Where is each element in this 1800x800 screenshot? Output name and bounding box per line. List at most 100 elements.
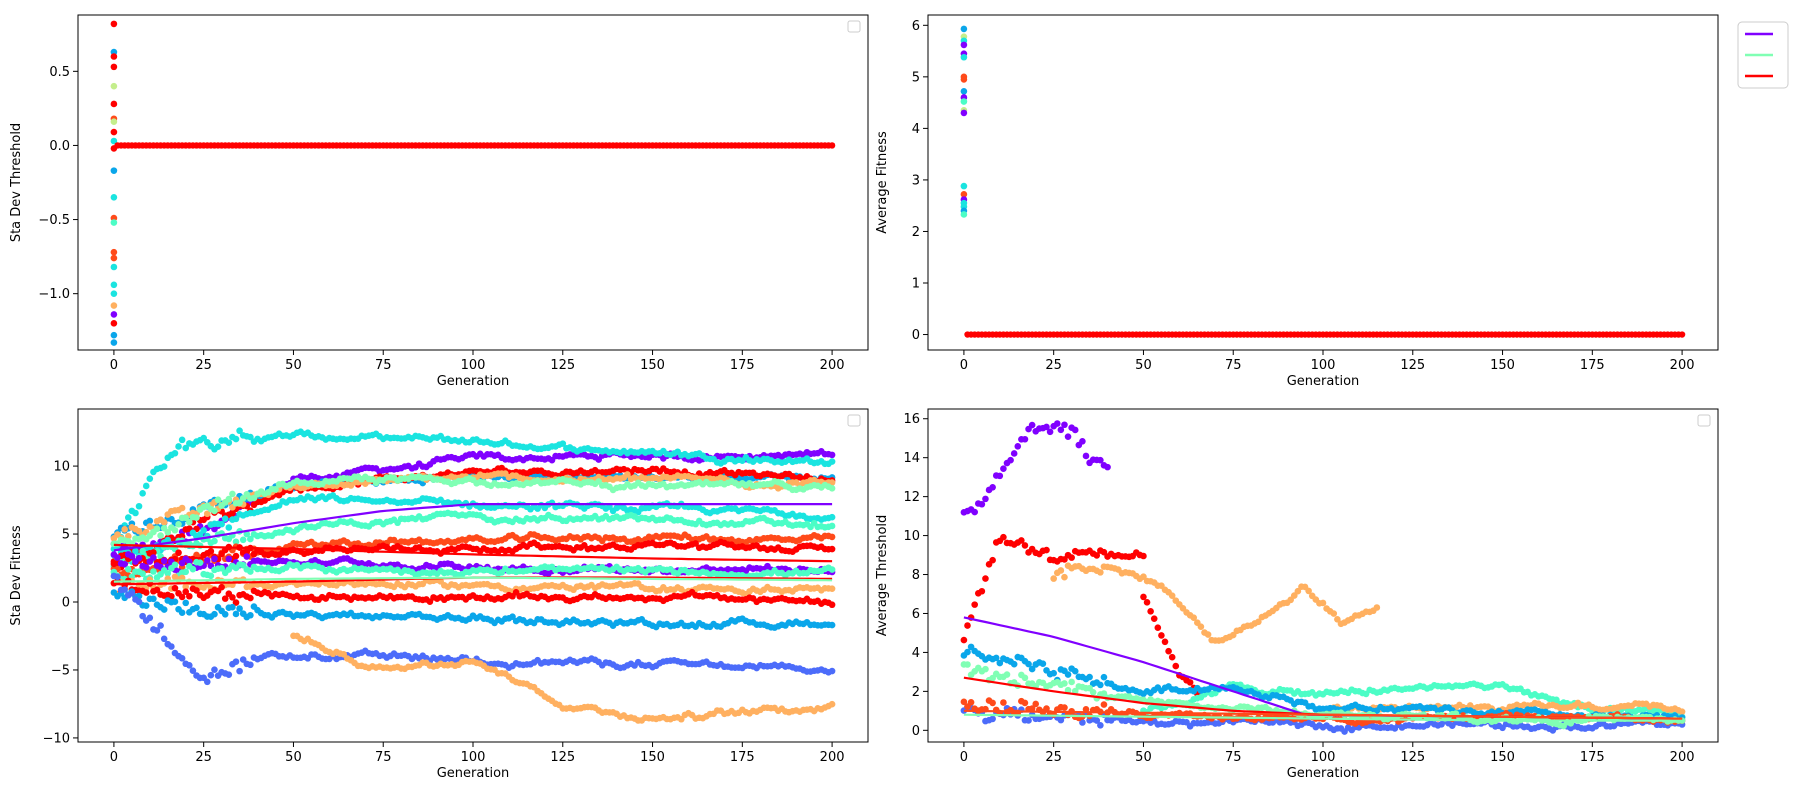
data-point [186, 662, 193, 669]
data-point [207, 572, 215, 580]
data-point [160, 519, 168, 526]
data-point [229, 594, 236, 601]
trend-line-4 [113, 576, 833, 583]
data-point [692, 540, 699, 547]
data-point [1373, 604, 1381, 611]
series-17 [290, 632, 836, 724]
data-point [1079, 719, 1086, 726]
data-point [121, 525, 128, 533]
y-tick-label: 6 [912, 19, 920, 34]
data-point [1168, 653, 1176, 661]
data-point [211, 610, 218, 618]
data-point [110, 219, 118, 226]
data-point [1104, 463, 1111, 471]
x-tick-label: 125 [550, 750, 575, 765]
data-point [247, 433, 254, 441]
data-point [247, 661, 254, 669]
data-point [124, 566, 132, 573]
trend-line-2 [113, 543, 833, 563]
data-point [221, 515, 229, 522]
data-point [1150, 615, 1158, 622]
series-12 [110, 558, 836, 583]
data-point [1190, 614, 1198, 622]
series-15 [110, 588, 836, 631]
data-point [110, 331, 118, 339]
data-point [121, 586, 128, 593]
data-point [142, 602, 150, 610]
data-point [1043, 423, 1050, 431]
x-axis-label: Generation [437, 374, 510, 389]
series-14 [110, 577, 836, 609]
x-tick-label: 50 [1135, 358, 1152, 373]
data-point [1007, 456, 1014, 464]
data-point [828, 451, 836, 459]
data-point [110, 281, 118, 289]
data-point [132, 547, 139, 555]
data-point [110, 128, 118, 136]
data-point [171, 449, 179, 457]
y-tick-label: 5 [912, 70, 920, 85]
data-point [110, 254, 118, 262]
data-point [1010, 660, 1018, 668]
series-2 [960, 533, 1147, 644]
data-point [1161, 638, 1169, 646]
data-point [989, 715, 996, 723]
x-tick-label: 0 [110, 358, 118, 373]
x-tick-label: 0 [110, 750, 118, 765]
data-point [978, 587, 986, 595]
series-1 [960, 420, 1111, 516]
x-axis-label: Generation [1287, 374, 1360, 389]
data-point [128, 589, 136, 597]
data-point [203, 557, 211, 564]
data-point [996, 659, 1004, 667]
data-point [247, 611, 254, 619]
x-tick-label: 75 [1225, 358, 1242, 373]
x-tick-label: 100 [1311, 358, 1336, 373]
data-point [1000, 699, 1007, 706]
data-point [189, 667, 197, 675]
data-point [1043, 546, 1050, 554]
data-point [146, 614, 154, 622]
data-point [559, 440, 567, 447]
x-tick-label: 200 [820, 750, 845, 765]
plot-area [110, 20, 836, 346]
y-tick-label: 0 [912, 328, 920, 343]
data-point [828, 533, 836, 541]
data-point [1168, 592, 1176, 599]
data-point [1093, 552, 1101, 559]
x-tick-label: 75 [375, 750, 392, 765]
plot-area [960, 25, 1686, 338]
data-point [225, 439, 233, 447]
data-point [182, 514, 190, 522]
x-tick-label: 100 [461, 750, 486, 765]
data-point [164, 570, 172, 577]
series-8 [960, 703, 1686, 735]
y-tick-label: 0.0 [49, 139, 70, 154]
data-point [236, 667, 243, 675]
data-point [1061, 704, 1068, 711]
data-point [992, 654, 1000, 662]
data-point [139, 547, 146, 555]
x-tick-label: 25 [195, 750, 212, 765]
data-point [978, 500, 986, 508]
data-point [828, 522, 836, 530]
x-tick-label: 0 [960, 358, 968, 373]
data-point [982, 495, 989, 503]
x-tick-label: 150 [640, 358, 665, 373]
data-point [1061, 421, 1068, 429]
data-point [110, 194, 118, 201]
y-tick-label: 10 [53, 460, 70, 475]
data-point [828, 667, 836, 675]
data-point [272, 486, 279, 493]
data-point [139, 490, 146, 497]
data-point [1100, 548, 1108, 556]
data-point [960, 87, 968, 95]
data-point [211, 666, 218, 674]
data-point [1057, 426, 1065, 434]
plot-area [110, 427, 836, 724]
data-point [960, 191, 968, 198]
data-point [193, 514, 200, 522]
data-point [1025, 660, 1032, 668]
y-axis-label: Sta Dev Fitness [9, 525, 24, 626]
data-point [1140, 552, 1147, 560]
